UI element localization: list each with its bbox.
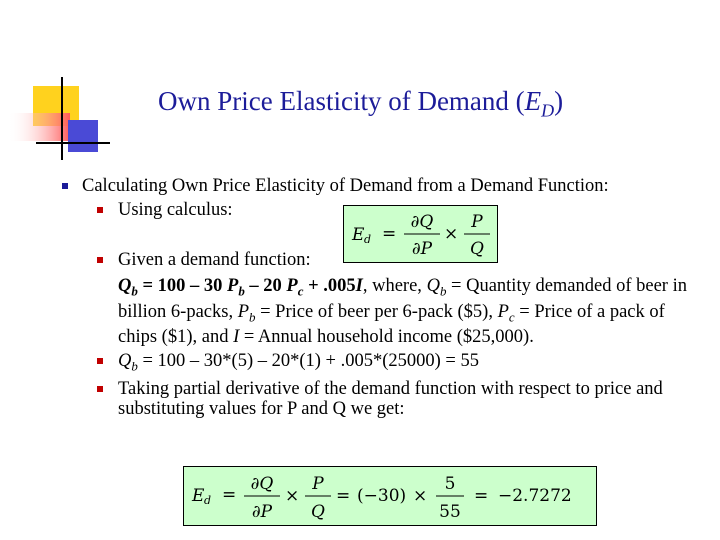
formula2-num3: 5 — [445, 474, 456, 494]
demand-function-text: Qb = 100 – 30 Pb – 20 Pc + .005I, where,… — [118, 276, 687, 348]
logo-red-bar — [8, 113, 70, 141]
main-bullet: Calculating Own Price Elasticity of Dema… — [60, 176, 700, 196]
slide-title: Own Price Elasticity of Demand (ED) — [158, 86, 564, 121]
formula2-equals1: = — [222, 485, 236, 505]
formula2-times2: × — [413, 486, 427, 506]
elasticity-formula-box: E d = ∂Q ∂P × P Q — [343, 205, 498, 263]
formula1-den1: ∂P — [412, 239, 433, 259]
slide-content: Calculating Own Price Elasticity of Dema… — [60, 176, 700, 419]
formula2-den2: Q — [311, 502, 325, 522]
qb-calc-bullet: Qb = 100 – 30*(5) – 20*(1) + .005*(25000… — [60, 351, 700, 377]
formula2-times1: × — [285, 486, 299, 506]
formula1-lhs-sub: d — [364, 233, 371, 246]
formula2-coef: (−30) — [357, 486, 406, 506]
calculus-bullet: Using calculus: — [60, 200, 700, 220]
elasticity-result-box: E d = ∂Q ∂P × P Q = (−30) × 5 55 = −2.72… — [183, 466, 597, 526]
formula1-num2: P — [470, 212, 483, 232]
derivative-bullet: Taking partial derivative of the demand … — [60, 379, 700, 419]
main-bullet-text: Calculating Own Price Elasticity of Dema… — [82, 176, 609, 196]
formula2-den1: ∂P — [252, 502, 273, 522]
formula2-lhs: E — [191, 486, 205, 506]
logo-blue-square — [68, 120, 98, 152]
formula2-num1: ∂Q — [251, 474, 274, 494]
formula1-times: × — [444, 224, 458, 244]
formula1-lhs: E — [351, 225, 365, 245]
formula2-equals2: = — [336, 486, 350, 506]
formula2-result: −2.7272 — [498, 486, 572, 506]
formula2-den3: 55 — [439, 502, 461, 522]
formula2-equals3: = — [474, 486, 488, 506]
given-bullet: Given a demand function: — [60, 250, 700, 270]
formula2-num2: P — [311, 474, 324, 494]
formula2-lhs-sub: d — [204, 494, 211, 507]
formula1-num1: ∂Q — [411, 212, 434, 232]
slide-logo — [8, 77, 110, 160]
formula1-equals: = — [382, 224, 396, 244]
formula1-den2: Q — [470, 239, 484, 259]
